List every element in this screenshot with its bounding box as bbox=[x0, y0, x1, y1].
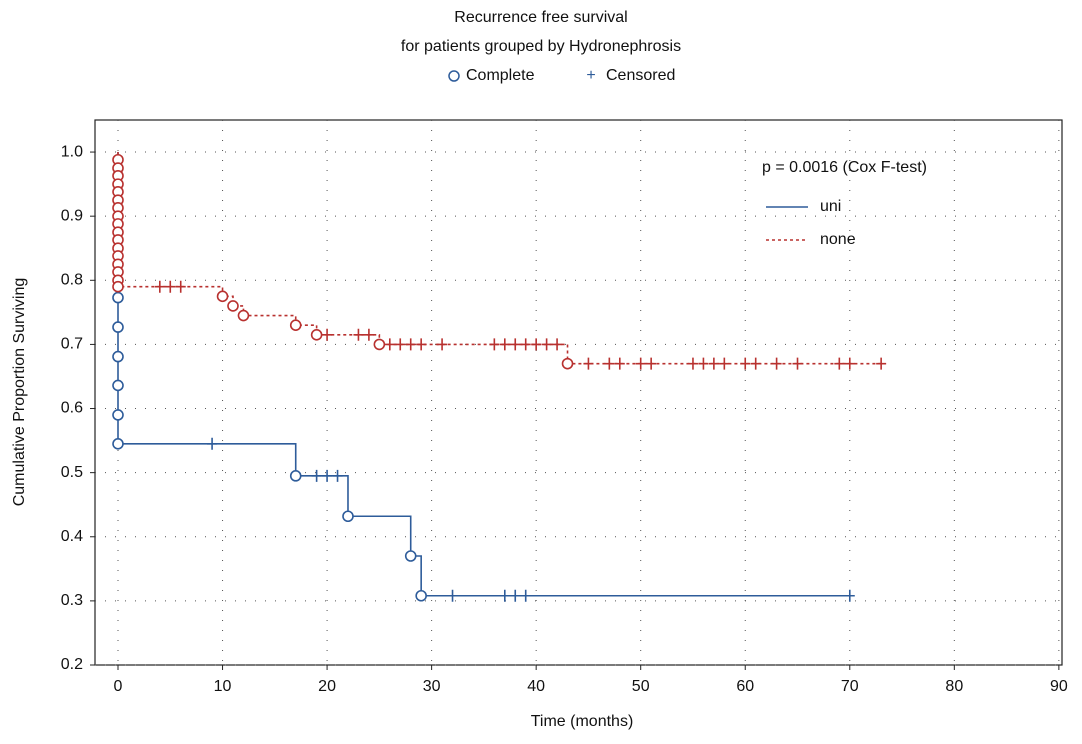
legend-label: Complete bbox=[466, 67, 535, 84]
x-tick-label: 20 bbox=[318, 678, 336, 695]
censored-marker bbox=[531, 338, 542, 351]
plot-frame bbox=[94, 119, 1063, 666]
censored-marker bbox=[604, 357, 615, 370]
censored-marker bbox=[771, 357, 782, 370]
complete-marker bbox=[216, 290, 229, 303]
censored-marker bbox=[154, 280, 165, 293]
survival-line bbox=[117, 152, 882, 365]
censored-marker bbox=[541, 338, 552, 351]
complete-marker bbox=[112, 350, 124, 363]
x-tick-label: 10 bbox=[214, 678, 232, 695]
censored-marker bbox=[437, 338, 448, 351]
censored-marker bbox=[207, 437, 218, 450]
y-tick-label: 1.0 bbox=[61, 143, 83, 160]
chart-title: Recurrence free survival bbox=[454, 9, 627, 26]
censored-marker bbox=[687, 357, 698, 370]
y-tick-label: 0.6 bbox=[61, 400, 83, 417]
x-tick-label: 80 bbox=[945, 678, 963, 695]
censored-marker bbox=[614, 357, 625, 370]
x-tick-label: 30 bbox=[423, 678, 441, 695]
censored-marker bbox=[844, 357, 855, 370]
complete-marker bbox=[342, 510, 354, 523]
censored-marker bbox=[499, 338, 510, 351]
censored-marker bbox=[834, 357, 845, 370]
complete-marker bbox=[112, 280, 124, 293]
x-axis-label: Time (months) bbox=[531, 713, 634, 730]
y-tick-label: 0.5 bbox=[61, 464, 83, 481]
complete-marker bbox=[289, 470, 302, 482]
legend-complete-icon bbox=[448, 70, 460, 82]
censored-marker bbox=[416, 338, 427, 351]
censored-marker bbox=[384, 338, 395, 351]
complete-marker bbox=[289, 319, 302, 331]
censored-marker bbox=[311, 469, 322, 482]
censored-marker bbox=[395, 338, 406, 351]
censored-marker bbox=[499, 589, 510, 602]
legend-label: uni bbox=[820, 198, 841, 215]
complete-marker bbox=[237, 309, 250, 322]
legend-label: none bbox=[820, 231, 856, 248]
censored-marker bbox=[844, 589, 855, 602]
complete-marker bbox=[373, 338, 386, 351]
complete-marker bbox=[112, 437, 124, 450]
censored-marker bbox=[363, 328, 374, 341]
censored-marker bbox=[447, 589, 458, 602]
survival-line bbox=[117, 152, 850, 597]
complete-marker bbox=[415, 589, 427, 602]
censored-marker bbox=[698, 357, 709, 370]
x-tick-label: 90 bbox=[1050, 678, 1068, 695]
x-tick-label: 70 bbox=[841, 678, 859, 695]
complete-marker bbox=[112, 379, 124, 392]
x-tick-label: 60 bbox=[736, 678, 754, 695]
censored-marker bbox=[583, 357, 594, 370]
censored-marker bbox=[405, 338, 416, 351]
censored-marker bbox=[792, 357, 803, 370]
complete-marker bbox=[561, 357, 574, 370]
y-tick-label: 0.4 bbox=[61, 528, 83, 545]
censored-marker bbox=[510, 589, 521, 602]
x-tick-label: 40 bbox=[527, 678, 545, 695]
censored-marker bbox=[750, 357, 761, 370]
complete-marker bbox=[112, 321, 124, 333]
y-tick-label: 0.8 bbox=[61, 272, 83, 289]
y-tick-label: 0.7 bbox=[61, 336, 83, 353]
y-tick-label: 0.3 bbox=[61, 592, 83, 609]
censored-marker bbox=[489, 338, 500, 351]
censored-marker bbox=[322, 469, 333, 482]
censored-marker bbox=[646, 357, 657, 370]
complete-marker bbox=[404, 550, 417, 562]
annotation: p = 0.0016 (Cox F-test) bbox=[762, 159, 927, 176]
complete-marker bbox=[227, 300, 239, 312]
x-tick-label: 0 bbox=[114, 678, 123, 695]
y-tick-label: 0.9 bbox=[61, 207, 83, 224]
complete-marker bbox=[112, 409, 124, 421]
censored-marker bbox=[708, 357, 719, 370]
censored-marker bbox=[520, 338, 531, 351]
legend-censored-icon: + bbox=[586, 67, 595, 84]
chart-subtitle: for patients grouped by Hydronephrosis bbox=[401, 38, 681, 55]
x-tick-label: 50 bbox=[632, 678, 650, 695]
censored-marker bbox=[165, 280, 176, 293]
censored-marker bbox=[552, 338, 563, 351]
censored-marker bbox=[635, 357, 646, 370]
legend-label: Censored bbox=[606, 67, 675, 84]
censored-marker bbox=[353, 328, 364, 341]
censored-marker bbox=[332, 469, 343, 482]
censored-marker bbox=[510, 338, 521, 351]
censored-marker bbox=[175, 280, 186, 293]
complete-marker bbox=[112, 291, 124, 304]
censored-marker bbox=[322, 328, 333, 341]
complete-marker bbox=[310, 328, 323, 341]
y-axis-label: Cumulative Proportion Surviving bbox=[11, 278, 28, 507]
censored-marker bbox=[740, 357, 751, 370]
censored-marker bbox=[520, 589, 531, 602]
censored-marker bbox=[719, 357, 730, 370]
censored-marker bbox=[876, 357, 887, 370]
y-tick-label: 0.2 bbox=[61, 656, 83, 673]
